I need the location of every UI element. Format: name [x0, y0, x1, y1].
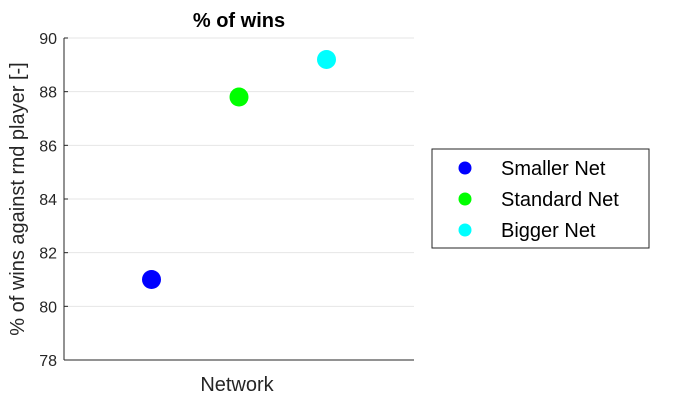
legend-marker: [458, 223, 472, 237]
data-point-bigger-net: [317, 49, 336, 69]
y-axis-label: % of wins against rnd player [-]: [7, 62, 29, 335]
legend-label: Standard Net: [501, 189, 619, 211]
data-point-standard-net: [229, 87, 249, 107]
data-points: [142, 49, 336, 289]
legend-label: Smaller Net: [501, 158, 606, 180]
legend-marker: [458, 161, 472, 175]
y-ticks: 78 80 82 84 86 88 90: [39, 31, 68, 370]
x-axis-label: Network: [200, 374, 274, 396]
legend-marker: [458, 192, 472, 206]
y-tick-label: 80: [39, 299, 57, 316]
data-point-smaller-net: [142, 270, 161, 289]
chart-title: % of wins: [193, 10, 285, 32]
legend: Smaller Net Standard Net Bigger Net: [431, 148, 650, 249]
y-tick-label: 90: [39, 31, 57, 48]
y-tick-label: 78: [39, 353, 57, 370]
y-tick-label: 86: [39, 138, 57, 155]
y-tick-label: 82: [39, 246, 57, 263]
legend-label: Bigger Net: [501, 220, 596, 242]
y-tick-label: 88: [39, 85, 57, 102]
y-tick-label: 84: [39, 192, 57, 209]
plot-area: 78 80 82 84 86 88 90: [39, 31, 414, 370]
